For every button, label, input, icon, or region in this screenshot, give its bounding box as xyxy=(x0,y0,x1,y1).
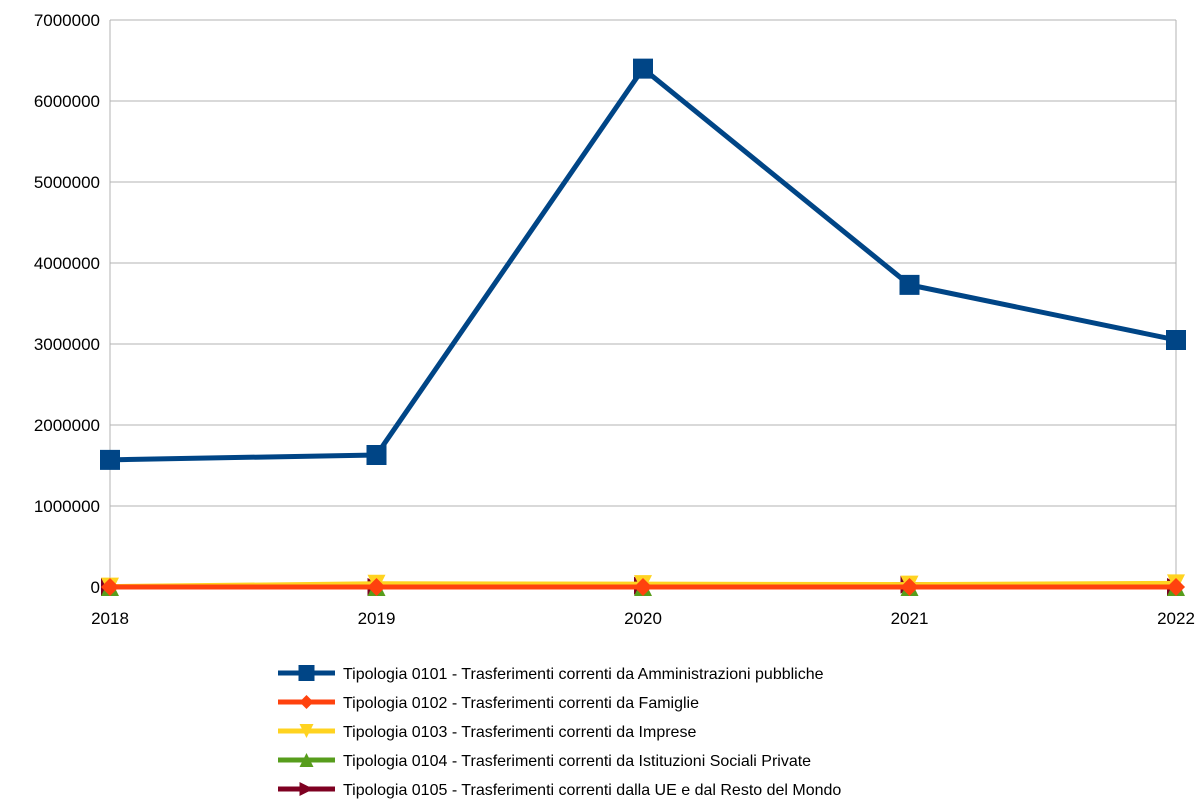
legend-label: Tipologia 0102 - Trasferimenti correnti … xyxy=(343,695,699,712)
y-tick-label: 7000000 xyxy=(34,11,100,30)
data-point xyxy=(100,449,120,470)
data-point xyxy=(101,578,119,596)
legend-entry: Tipologia 0102 - Trasferimenti correnti … xyxy=(278,695,699,712)
legend-entry: Tipologia 0104 - Trasferimenti correnti … xyxy=(278,753,811,770)
data-point xyxy=(1166,329,1186,350)
legend-marker xyxy=(299,695,314,709)
data-point xyxy=(899,274,920,295)
data-point xyxy=(900,578,919,596)
series-line xyxy=(109,66,1177,463)
legend-marker xyxy=(299,782,314,796)
axis-layer: 0 1000000 2000000 3000000 4000000 5000000 6000… xyxy=(34,11,1195,628)
legend-marker xyxy=(299,753,314,767)
legend-entry: Tipologia 0101 - Trasferimenti correnti … xyxy=(278,665,824,683)
legend-entry: Tipologia 0105 - Trasferimenti correnti … xyxy=(278,782,841,799)
series-2 xyxy=(101,578,1185,596)
y-tick-label: 3000000 xyxy=(34,335,100,354)
legend-label: Tipologia 0105 - Trasferimenti correnti … xyxy=(343,782,841,799)
data-point xyxy=(366,444,387,465)
x-tick-label: 2018 xyxy=(91,609,129,628)
y-tick-label: 5000000 xyxy=(34,173,100,192)
y-tick-label: 4000000 xyxy=(34,254,100,273)
data-point xyxy=(367,578,386,596)
data-point xyxy=(633,58,653,79)
x-tick-label: 2022 xyxy=(1157,609,1195,628)
series-1 xyxy=(100,58,1186,470)
data-point xyxy=(1167,578,1185,596)
legend-entry: Tipologia 0103 - Trasferimenti correnti … xyxy=(278,724,696,741)
data-point xyxy=(634,578,652,596)
x-tick-label: 2020 xyxy=(624,609,662,628)
y-tick-label: 6000000 xyxy=(34,92,100,111)
legend: Tipologia 0101 - Trasferimenti correnti … xyxy=(278,665,841,799)
y-tick-label: 1000000 xyxy=(34,497,100,516)
y-tick-label: 0 xyxy=(91,578,100,597)
grid-layer xyxy=(110,19,1176,588)
x-tick-label: 2021 xyxy=(891,609,929,628)
series-layer xyxy=(100,58,1186,596)
legend-label: Tipologia 0101 - Trasferimenti correnti … xyxy=(343,666,824,683)
legend-label: Tipologia 0104 - Trasferimenti correnti … xyxy=(343,753,811,770)
y-tick-label: 2000000 xyxy=(34,416,100,435)
x-tick-label: 2019 xyxy=(358,609,396,628)
legend-marker xyxy=(299,724,314,738)
legend-label: Tipologia 0103 - Trasferimenti correnti … xyxy=(343,724,696,741)
legend-marker xyxy=(298,665,315,681)
